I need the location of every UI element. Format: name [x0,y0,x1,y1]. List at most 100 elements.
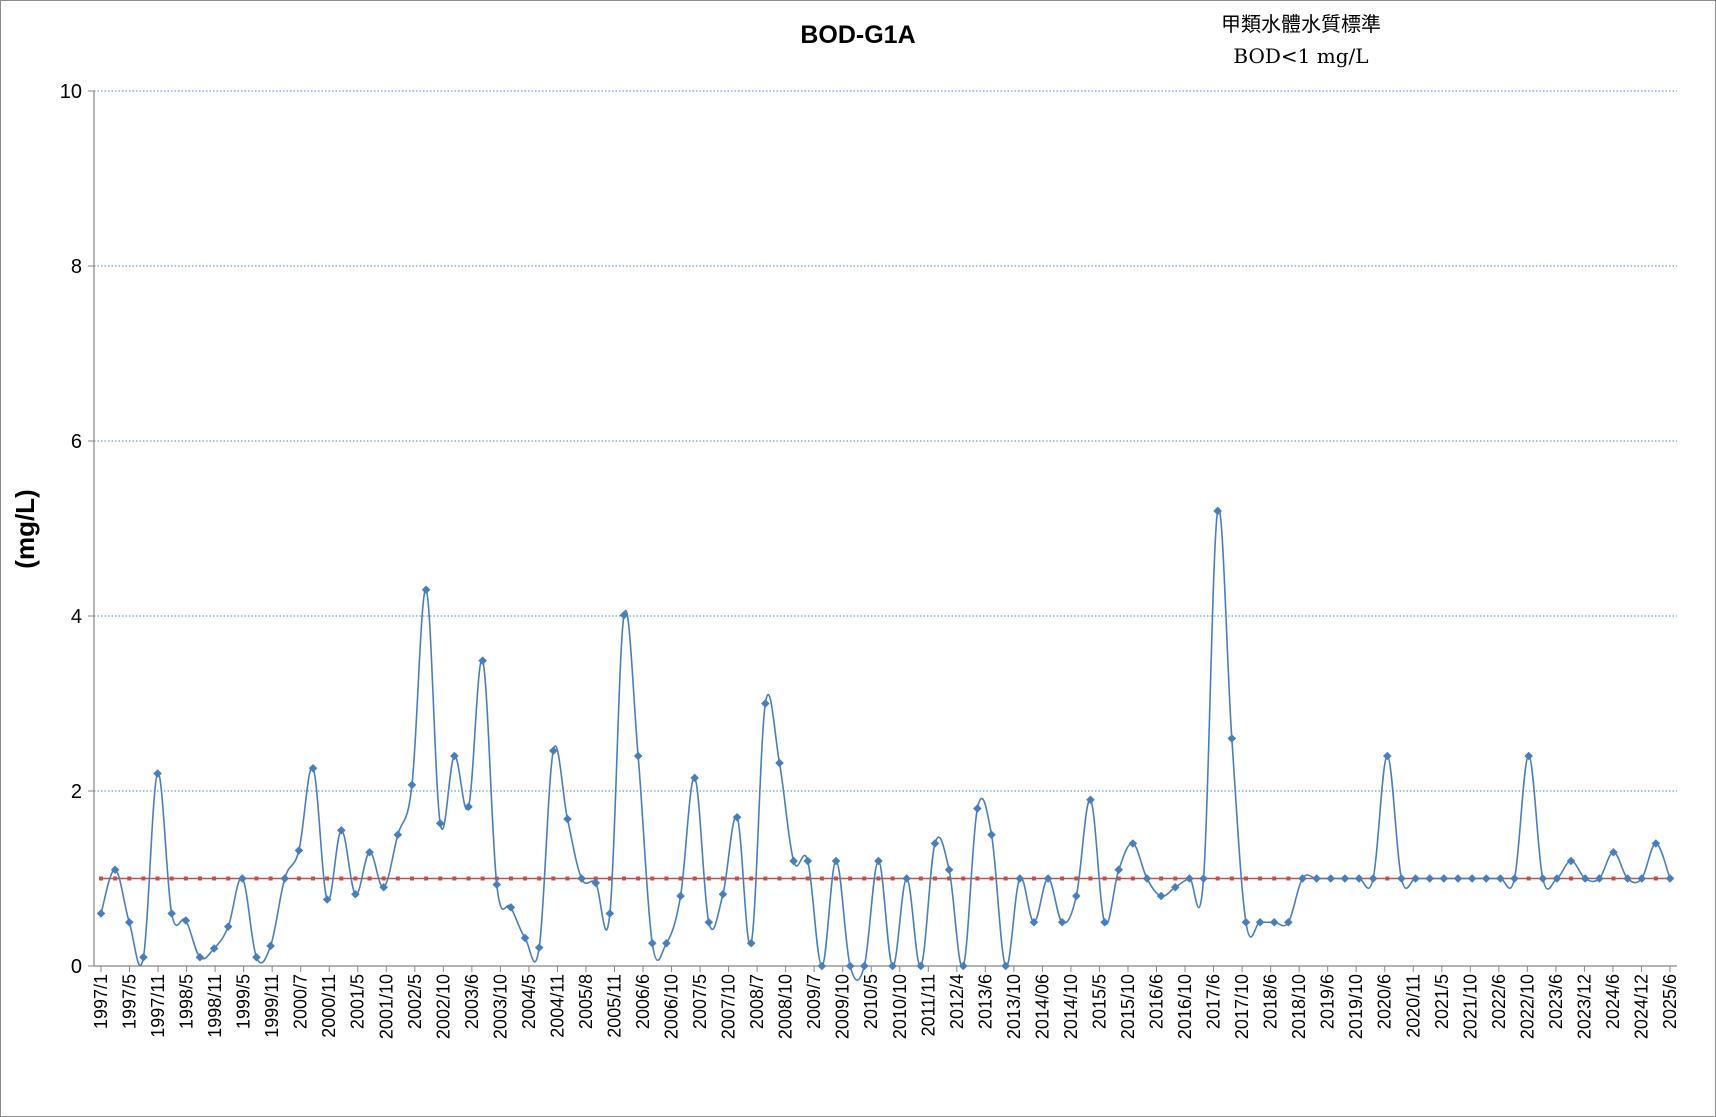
bod-point [1227,734,1237,743]
bod-point [1170,882,1180,892]
standard-point [1215,876,1220,881]
standard-point [1258,876,1263,881]
standard-point [593,876,598,881]
bod-point [1665,874,1675,883]
bod-point [407,780,417,790]
bod-point [322,895,332,904]
bod-point [1538,874,1548,883]
standard-point [1526,876,1531,881]
bod-point [238,874,247,883]
standard-point [1116,876,1121,881]
bod-point [223,922,233,931]
bod-point [139,952,148,962]
standard-point [834,876,839,881]
bod-point [1156,891,1166,901]
bod-point [633,751,643,761]
bod-point [96,909,106,918]
bod-point [1354,874,1364,883]
standard-point [99,876,103,881]
bod-point [294,846,304,855]
standard-point [876,876,881,881]
standard-point [1385,876,1390,881]
x-tick-label: 2022/10 [1517,974,1537,1039]
bod-point [124,917,134,927]
bod-point [266,941,275,951]
y-tick-labels: 0 2 4 6 8 10 [60,81,82,978]
standard-point [1272,876,1277,881]
bod-point [1439,874,1449,883]
standard-point [819,876,824,881]
bod-point [1580,874,1590,883]
bod-point [845,961,855,971]
x-tick-label: 2000/11 [319,974,339,1038]
x-tick-label: 2016/6 [1147,974,1167,1029]
bod-point [973,804,982,813]
standard-point [565,876,570,881]
standard-point [1159,876,1164,881]
standard-point [749,876,754,881]
x-tick-label: 2008/7 [747,974,767,1029]
standard-point [622,876,626,881]
bod-point [181,916,191,925]
bod-point [153,769,162,778]
y-tick-label: 0 [71,956,82,978]
bod-point [1382,751,1392,761]
bod-point [874,856,883,866]
bod-point [1566,856,1576,866]
bod-point [1072,891,1081,901]
x-tick-label: 2009/10 [833,974,853,1039]
x-tick-label: 2023/6 [1546,974,1566,1029]
bod-point [1142,874,1152,883]
x-tick-label: 2022/6 [1489,974,1509,1029]
standard-point [706,876,711,881]
bod-point [492,880,502,889]
x-tick-label: 1997/1 [91,974,111,1029]
standard-point [480,876,485,881]
bod-point [393,830,403,840]
bod-point [902,874,912,883]
standard-point [650,876,655,881]
bod-point [1029,917,1039,927]
bod-point [1453,874,1463,883]
bod-point [365,847,374,857]
x-tick-label: 2023/12 [1574,974,1594,1039]
x-tick-label: 1999/11 [262,974,282,1038]
bod-point [506,903,516,912]
x-tick-label: 2020/6 [1375,974,1395,1029]
x-tick-label: 1999/5 [234,974,254,1029]
x-tick-label: 2006/10 [662,974,682,1039]
bod-point [1241,917,1251,927]
bod-point [605,909,615,918]
x-tick-label: 2002/5 [405,974,425,1029]
x-tick-labels: 1997/1 1997/5 1997/11 1998/5 1998/11 1999/5 19… [91,974,1680,1039]
standard-point [537,876,542,881]
standard-point [1653,876,1658,881]
standard-point [862,876,867,881]
x-tick-label: 2021/5 [1432,974,1452,1029]
standard-point [777,876,782,881]
x-tick-label: 2021/10 [1460,974,1480,1039]
x-tick-label: 2004/5 [519,974,539,1029]
bod-point [1114,865,1124,875]
bod-point [987,830,996,840]
bod-point [379,882,389,892]
bod-point [1481,874,1491,883]
standard-point [197,876,202,881]
bod-point [1086,795,1095,805]
bod-point [1510,874,1519,883]
bod-point [563,814,572,824]
standard-point [1286,876,1291,881]
x-tick-label: 2017/10 [1232,974,1252,1039]
standard-point [932,876,937,881]
bod-point [478,656,487,665]
standard-point [735,876,740,881]
gridlines [94,90,1677,792]
bod-point [662,938,671,948]
x-tick-label: 2005/8 [576,974,596,1029]
chart-title: BOD-G1A [800,21,915,49]
y-tick-label: 4 [71,606,82,628]
standard-point [466,876,471,881]
bod-point [831,856,841,866]
bod-point [1595,874,1604,883]
standard-point [183,876,188,881]
